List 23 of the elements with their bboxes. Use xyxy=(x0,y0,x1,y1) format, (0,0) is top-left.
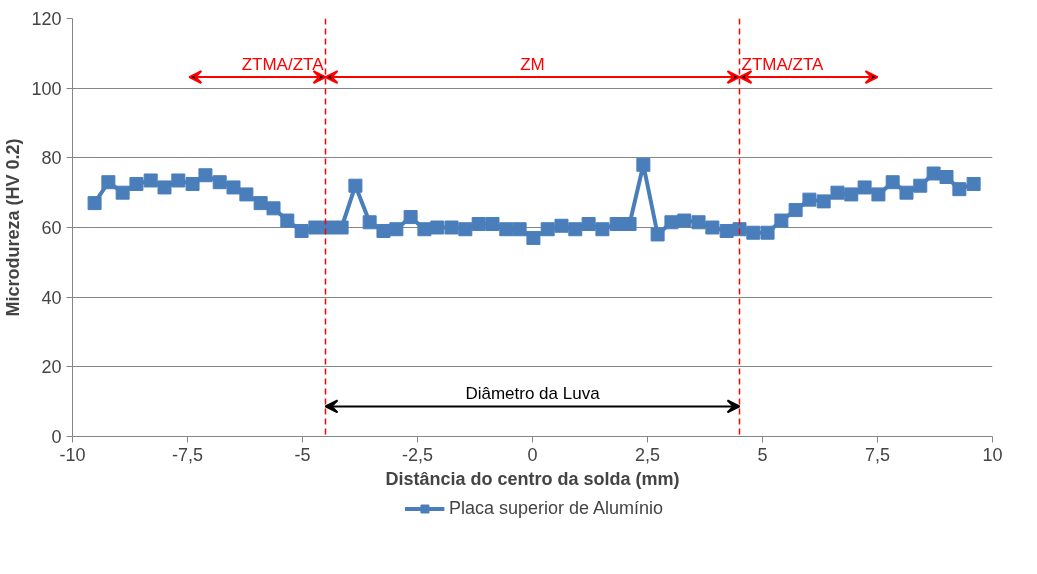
x-tick-label: 5 xyxy=(757,444,768,465)
legend-label: Placa superior de Alumínio xyxy=(448,497,664,519)
x-tick-label: -10 xyxy=(59,444,86,465)
x-axis-title: Distância do centro da solda (mm) xyxy=(385,468,680,489)
annotation: ZM xyxy=(520,55,545,75)
x-tick-label: 2,5 xyxy=(634,444,661,465)
x-tick-label: -2,5 xyxy=(401,444,434,465)
x-tick-label: 10 xyxy=(982,444,1003,465)
annotation: ZTMA/ZTA xyxy=(741,55,824,75)
annotation: ZTMA/ZTA xyxy=(241,55,325,75)
y-tick-label: 120 xyxy=(31,9,62,29)
x-tick-label: 7,5 xyxy=(864,444,891,465)
y-tick-label: 0 xyxy=(51,427,62,447)
x-tick-label: 0 xyxy=(527,444,538,465)
x-tick-label: -5 xyxy=(294,444,311,465)
y-axis-title: Microdureza (HV 0.2) xyxy=(3,138,24,317)
y-tick-label: 60 xyxy=(41,218,62,238)
y-tick-label: 20 xyxy=(41,357,62,378)
y-tick-label: 100 xyxy=(31,78,62,99)
x-tick-label: -7,5 xyxy=(171,444,204,465)
y-tick-label: 40 xyxy=(41,287,62,308)
y-tick-label: 80 xyxy=(41,148,62,169)
annotation: Diâmetro da Luva xyxy=(465,384,601,404)
